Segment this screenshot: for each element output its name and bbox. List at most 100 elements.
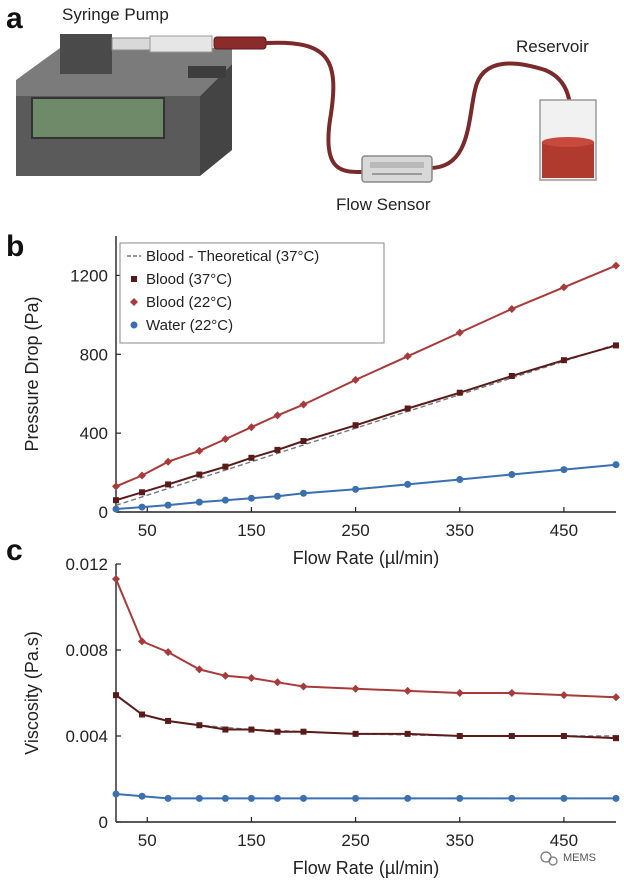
data-point <box>164 457 173 466</box>
pump-label: Syringe Pump <box>62 5 169 24</box>
series-blood-theoretical-37-c <box>115 343 617 506</box>
data-point <box>222 726 229 733</box>
fit-line-blood-22-c <box>115 264 617 488</box>
data-point <box>273 678 282 687</box>
pump-screen <box>31 97 165 139</box>
x-tick-label: 350 <box>446 521 474 540</box>
data-point <box>560 794 568 802</box>
legend-label: Water (22°C) <box>146 317 233 334</box>
data-point <box>273 411 282 420</box>
data-point <box>612 461 620 469</box>
data-point <box>612 693 620 702</box>
y-tick-label: 0 <box>99 503 108 522</box>
data-point <box>248 726 255 733</box>
data-point <box>508 733 515 739</box>
data-point <box>164 501 172 509</box>
data-point <box>165 481 172 488</box>
x-tick-label: 50 <box>138 521 157 540</box>
series-blood-22-c <box>112 261 620 491</box>
panel-a: a Syringe Pump Flow Sensor <box>6 2 597 214</box>
data-point <box>139 711 146 718</box>
data-point <box>560 466 568 474</box>
panel-b: b 50 150 250 350 450 0 400 800 1200 Flow Rate (µl… <box>6 230 620 568</box>
data-point <box>300 438 307 445</box>
data-point <box>351 684 360 693</box>
data-point <box>456 475 464 483</box>
x-tick-label: 150 <box>237 521 265 540</box>
data-point <box>195 665 204 674</box>
legend-label: Blood - Theoretical (37°C) <box>146 248 319 265</box>
data-point <box>403 352 412 361</box>
data-point <box>195 498 203 506</box>
series-blood-37-c <box>113 342 619 504</box>
theory-line-blood-theoretical-37-c <box>115 694 616 737</box>
data-point <box>247 673 256 682</box>
data-point <box>247 494 255 502</box>
reservoir-illustration <box>539 99 597 181</box>
data-point <box>138 637 147 646</box>
legend-item-blood-37-c: Blood (37°C) <box>131 271 232 288</box>
fit-line-water-22-c <box>115 793 616 800</box>
data-point <box>456 794 464 802</box>
x-tick-label: 450 <box>550 521 578 540</box>
data-point <box>273 794 281 802</box>
reservoir-label: Reservoir <box>516 37 589 56</box>
legend-label: Blood (37°C) <box>146 271 232 288</box>
x-tick-label: 250 <box>341 521 369 540</box>
y-tick-label: 800 <box>80 345 108 364</box>
data-point <box>248 454 255 461</box>
data-point <box>404 794 412 802</box>
syringe-pump-illustration <box>16 34 267 176</box>
data-point <box>560 733 567 739</box>
y-tick-label: 0 <box>99 813 108 832</box>
data-point <box>273 492 281 500</box>
x-tick-label: 250 <box>341 831 369 850</box>
data-point <box>300 728 307 735</box>
x-tick-label: 350 <box>446 831 474 850</box>
watermark: MEMS <box>540 851 596 866</box>
fit-line-blood-22-c <box>115 578 617 699</box>
data-point <box>112 505 120 513</box>
data-point <box>196 471 203 478</box>
x-axis-title: Flow Rate (µl/min) <box>293 548 439 568</box>
series-blood-theoretical-37-c <box>115 694 616 737</box>
sensor-label: Flow Sensor <box>336 195 431 214</box>
data-point <box>352 794 360 802</box>
legend-box <box>119 242 385 344</box>
data-point <box>195 794 203 802</box>
legend-item-water-22-c: Water (22°C) <box>130 317 233 334</box>
watermark-text: MEMS <box>563 852 596 864</box>
data-point <box>247 794 255 802</box>
y-axis-title: Pressure Drop (Pa) <box>22 296 42 451</box>
data-point <box>139 489 146 496</box>
data-point <box>221 671 230 680</box>
y-tick-label: 400 <box>80 424 108 443</box>
data-point <box>456 733 463 739</box>
data-point <box>507 689 516 697</box>
data-point <box>455 689 464 697</box>
data-point <box>274 728 281 735</box>
x-tick-label: 50 <box>138 831 157 850</box>
fit-line-blood-37-c <box>115 344 617 502</box>
tube-pump-to-sensor <box>265 40 367 175</box>
legend-swatch <box>130 321 138 329</box>
data-point <box>274 446 281 453</box>
data-point <box>138 503 146 511</box>
series-water-22-c <box>112 790 620 802</box>
legend-label: Blood (22°C) <box>146 294 232 311</box>
data-point <box>352 422 359 429</box>
x-axis-title: Flow Rate (µl/min) <box>293 858 439 878</box>
y-tick-label: 0.008 <box>65 641 108 660</box>
data-point <box>403 686 412 695</box>
panel-c: c 50 150 250 350 450 0 0.004 0.008 0.012 Flow Rat… <box>6 534 620 878</box>
data-point <box>351 375 360 384</box>
legend: Blood - Theoretical (37°C) Blood (37°C) Bl… <box>119 242 385 344</box>
fit-line-water-22-c <box>115 463 617 510</box>
data-point <box>300 489 307 497</box>
tube-sensor-to-reservoir <box>429 61 573 170</box>
panel-b-letter: b <box>6 230 24 263</box>
data-point <box>508 794 516 802</box>
data-point <box>455 328 464 337</box>
series-blood-22-c <box>112 575 620 702</box>
